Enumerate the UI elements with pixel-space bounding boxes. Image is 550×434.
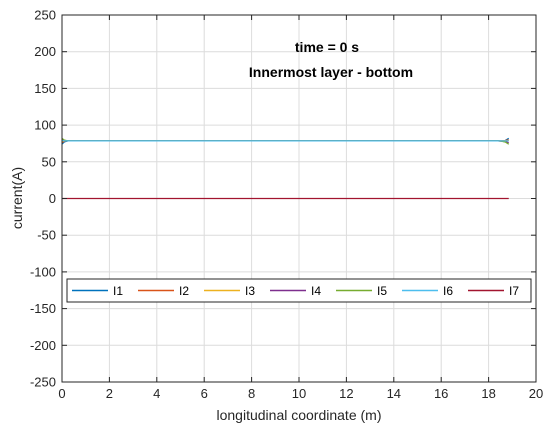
y-tick-label: -100 bbox=[30, 264, 56, 279]
legend: I1 I2 I3 I4 I5 I6 I7 bbox=[66, 278, 532, 303]
legend-label-i5: I5 bbox=[377, 284, 387, 298]
x-axis-label: longitudinal coordinate (m) bbox=[217, 407, 382, 423]
x-tick-label: 18 bbox=[481, 386, 495, 401]
annotation-time: time = 0 s bbox=[295, 39, 359, 55]
y-tick-label: 150 bbox=[34, 81, 56, 96]
y-axis-label: current(A) bbox=[9, 167, 25, 229]
annotation-layer: Innermost layer - bottom bbox=[249, 64, 413, 80]
y-tick-label: 0 bbox=[49, 191, 56, 206]
x-tick-label: 16 bbox=[434, 386, 448, 401]
legend-label-i6: I6 bbox=[443, 284, 453, 298]
ticks bbox=[61, 14, 537, 383]
legend-label-i4: I4 bbox=[311, 284, 321, 298]
x-tick-label: 0 bbox=[58, 386, 65, 401]
series-group bbox=[61, 137, 510, 200]
y-tick-label: 50 bbox=[42, 154, 56, 169]
y-tick-label: 250 bbox=[34, 8, 56, 23]
y-tick-label: -150 bbox=[30, 301, 56, 316]
y-tick-label: -50 bbox=[37, 228, 56, 243]
legend-label-i7: I7 bbox=[509, 284, 519, 298]
x-tick-label: 2 bbox=[106, 386, 113, 401]
legend-label-i2: I2 bbox=[179, 284, 189, 298]
y-tick-label: -200 bbox=[30, 338, 56, 353]
x-tick-label: 8 bbox=[248, 386, 255, 401]
x-tick-label: 12 bbox=[339, 386, 353, 401]
legend-label-i1: I1 bbox=[113, 284, 123, 298]
y-tick-label: 200 bbox=[34, 44, 56, 59]
x-tick-label: 4 bbox=[153, 386, 160, 401]
x-tick-label: 14 bbox=[387, 386, 401, 401]
x-tick-label: 20 bbox=[529, 386, 543, 401]
x-tick-label: 10 bbox=[292, 386, 306, 401]
y-tick-label: 100 bbox=[34, 118, 56, 133]
x-tick-label: 6 bbox=[201, 386, 208, 401]
legend-label-i3: I3 bbox=[245, 284, 255, 298]
tick-labels: 0 2 4 6 8 10 12 14 16 18 20 -250 -200 -150 -100 -50 0 50 1… bbox=[30, 8, 543, 402]
y-tick-label: -250 bbox=[30, 375, 56, 390]
